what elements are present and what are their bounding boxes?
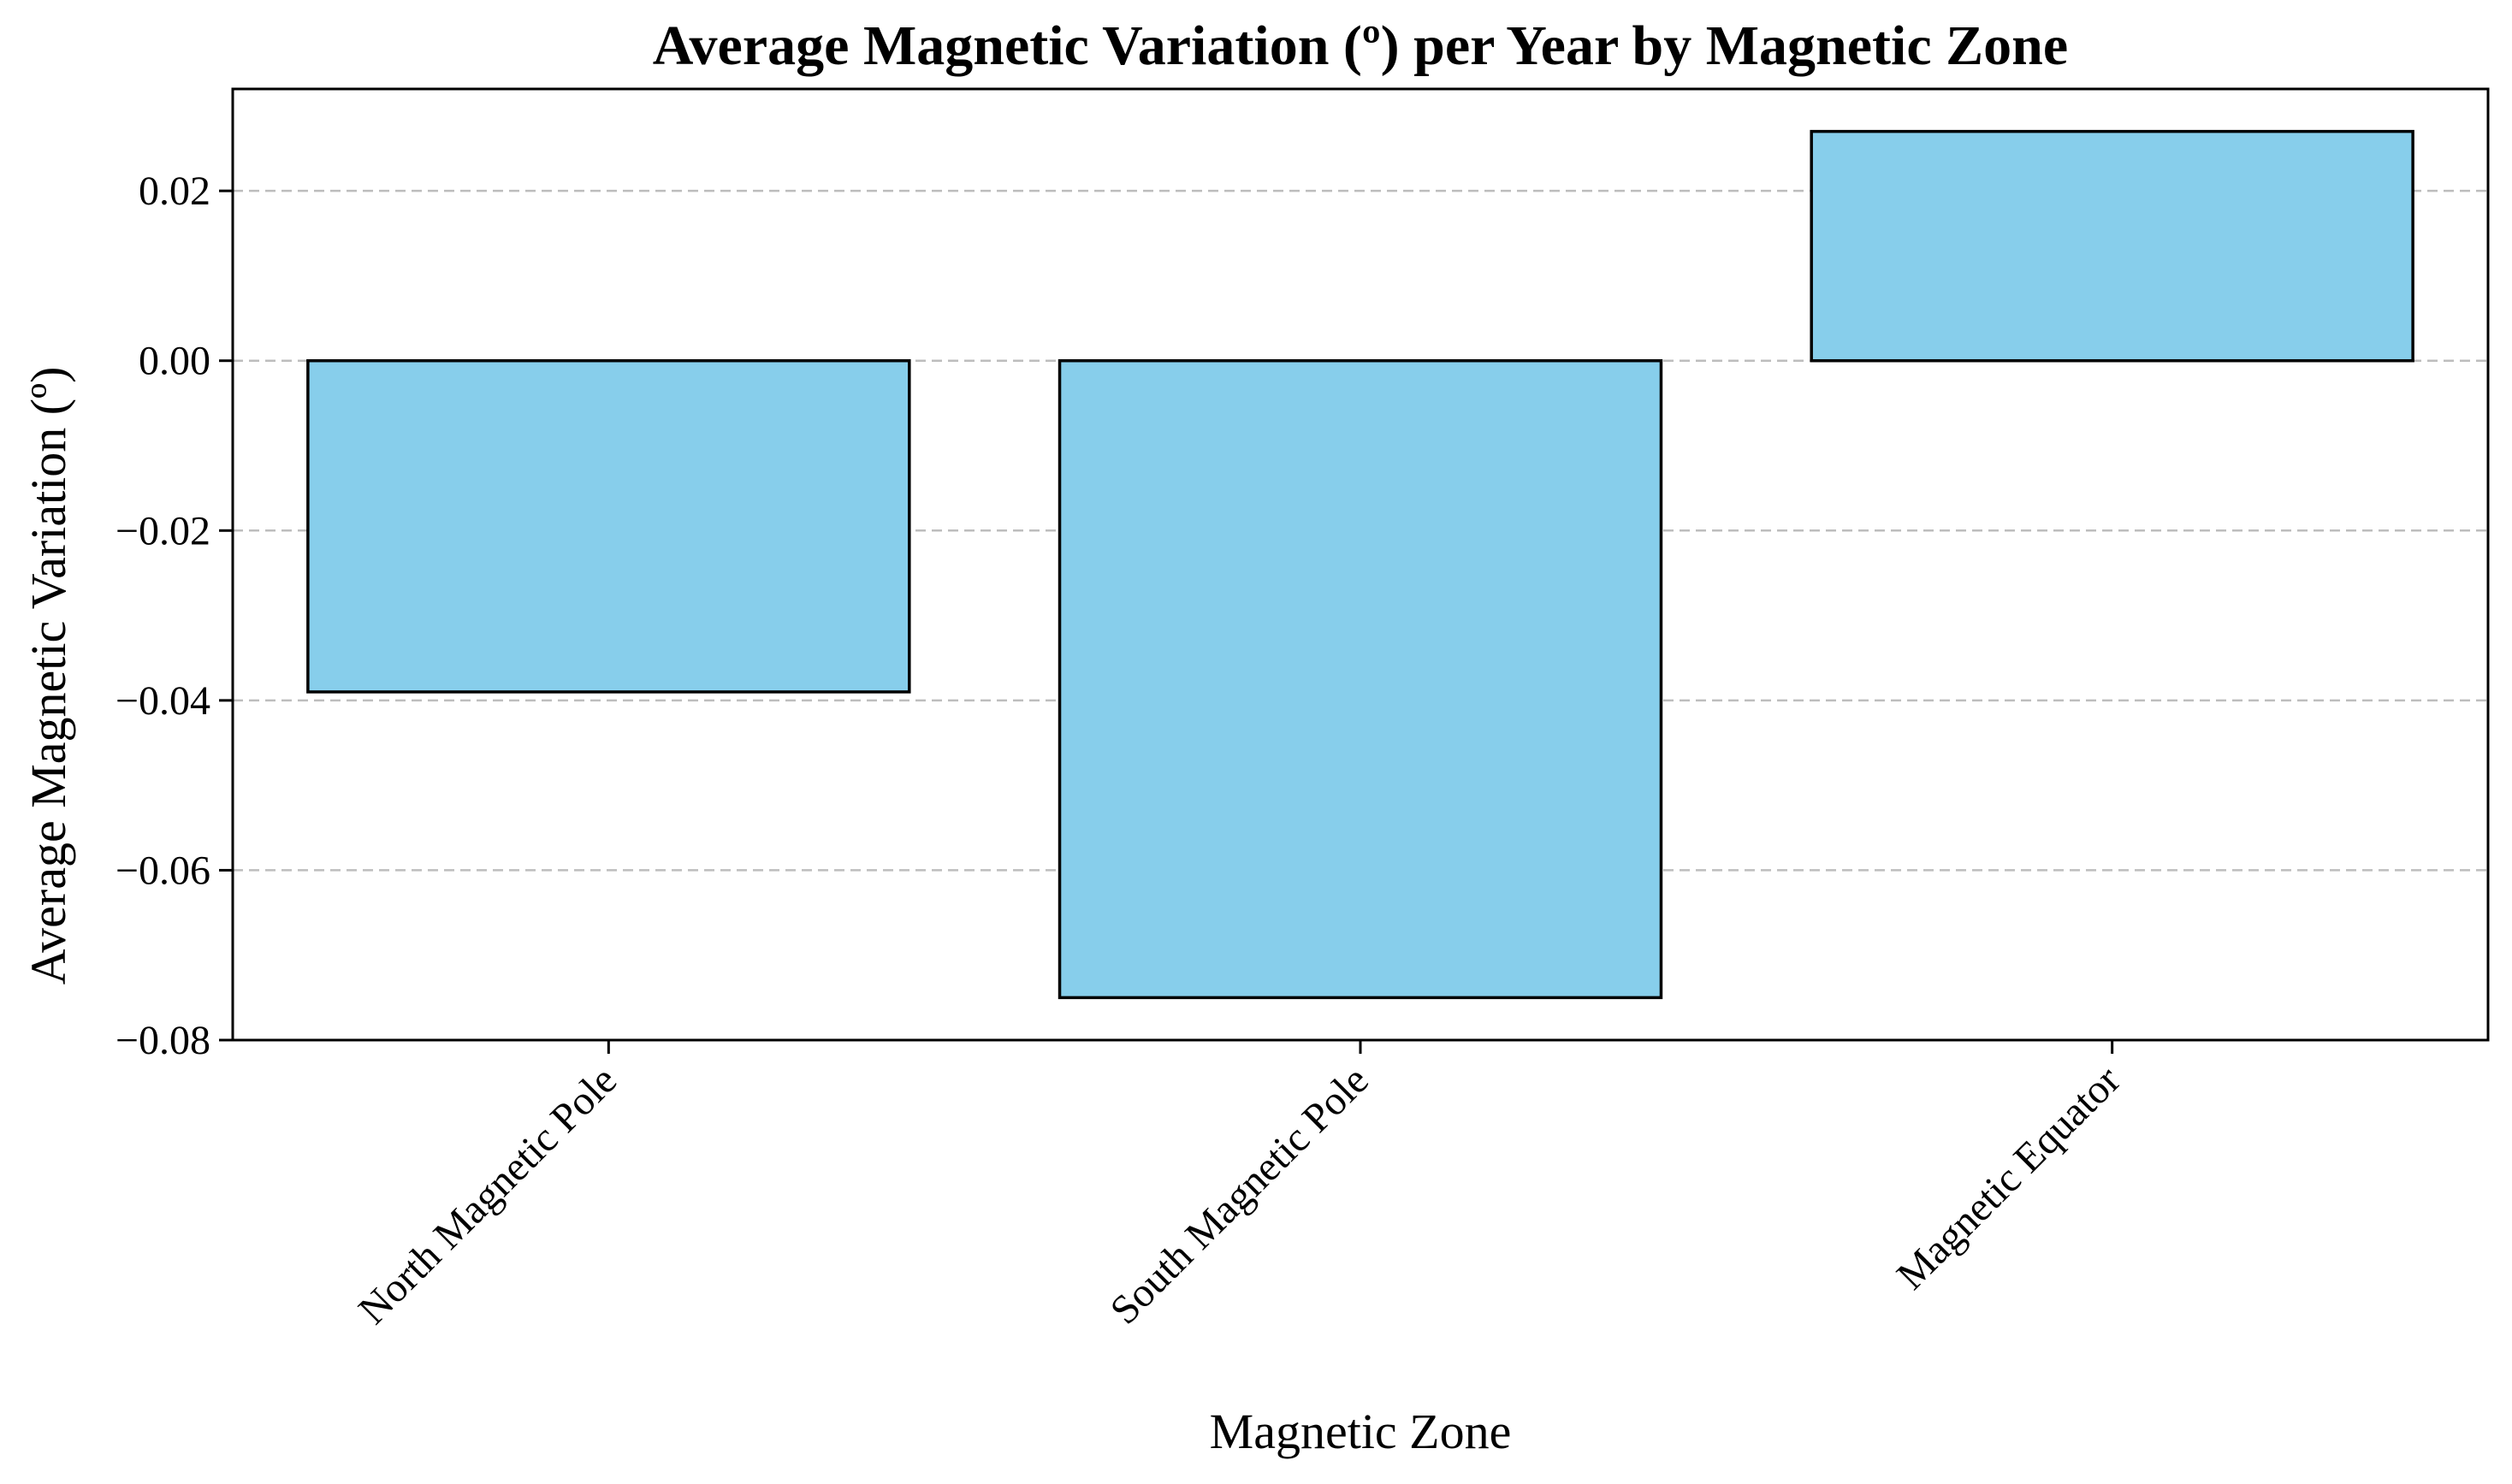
chart-title: Average Magnetic Variation (º) per Year …: [653, 15, 2068, 77]
y-tick-label: −0.06: [116, 848, 210, 893]
x-axis-label: Magnetic Zone: [1210, 1404, 1512, 1459]
bar-magnetic-equator: [1810, 129, 2414, 363]
y-tick-label: 0.02: [139, 169, 210, 214]
bar-north-magnetic-pole: [306, 358, 911, 694]
y-tick-label: −0.02: [116, 508, 210, 553]
y-axis-label: Average Magnetic Variation (º): [21, 367, 76, 985]
y-tick-label: 0.00: [139, 339, 210, 384]
y-axis-ticks: −0.08 −0.06 −0.04 −0.02 0.00 0.02: [116, 169, 233, 1063]
bars: [306, 129, 2414, 1000]
y-tick-label: −0.04: [116, 678, 210, 724]
y-tick-label: −0.08: [116, 1018, 210, 1063]
bar-south-magnetic-pole: [1058, 358, 1663, 1000]
